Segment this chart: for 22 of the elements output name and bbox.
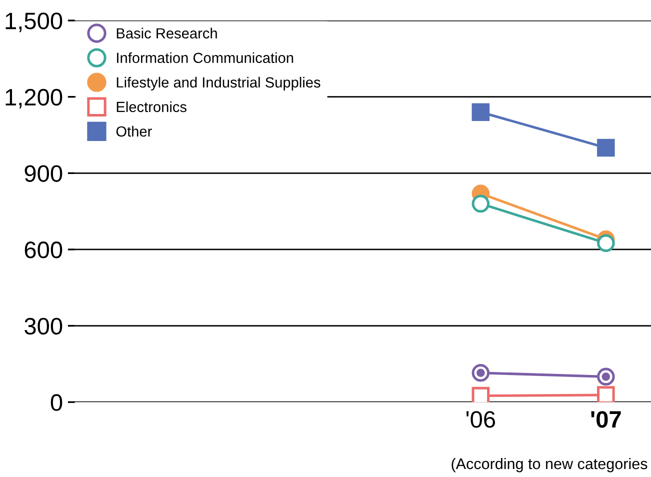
x-tick-label: '06 [466,411,496,428]
x-tick-label: '07 [591,411,621,428]
legend-label: Electronics [116,101,186,112]
point [472,103,490,121]
legend-label: Basic Research [116,28,217,39]
y-tick-label: 0 [50,394,62,411]
text: (According to new categories [452,458,648,472]
point [597,386,615,402]
point [472,194,490,213]
point [597,138,615,157]
legend-label: Other [116,126,152,137]
y-tick-label: 900 [24,165,62,182]
legend-label: Information Communication [117,52,294,64]
point [597,234,615,252]
legend-label: Lifestyle and Industrial Supplies [116,76,320,90]
y-tick-label: 600 [24,242,62,258]
point [472,364,490,382]
y-tick-label: 300 [24,318,62,335]
y-tick-label: 1,200 [6,88,62,108]
point [472,386,490,402]
point [597,368,615,386]
y-tick-label: 1,500 [6,12,62,32]
